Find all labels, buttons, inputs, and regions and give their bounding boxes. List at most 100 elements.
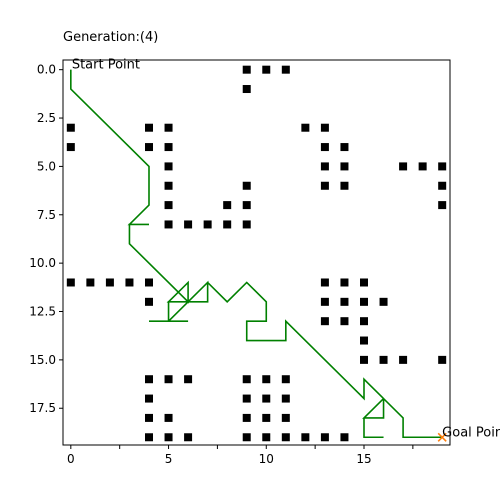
obstacle-60 (281, 375, 290, 384)
goal-point-label: Goal Point (442, 425, 500, 440)
obstacle-69 (281, 413, 290, 422)
obstacle-1 (262, 65, 271, 74)
obstacle-33 (242, 220, 251, 229)
obstacles-layer (66, 65, 447, 442)
obstacle-11 (164, 143, 173, 152)
obstacle-40 (340, 278, 349, 287)
obstacle-54 (438, 355, 447, 364)
obstacle-53 (399, 355, 408, 364)
obstacle-3 (242, 85, 251, 94)
obstacle-6 (164, 123, 173, 132)
obstacle-13 (340, 143, 349, 152)
y-tick-label-5: 12.5 (29, 305, 56, 319)
obstacle-39 (320, 278, 329, 287)
obstacle-74 (262, 433, 271, 442)
obstacle-4 (66, 123, 75, 132)
obstacle-28 (438, 201, 447, 210)
markers-layer (437, 432, 447, 442)
obstacle-52 (379, 355, 388, 364)
obstacle-66 (164, 413, 173, 422)
y-tick-label-4: 10.0 (29, 256, 56, 270)
y-tick-label-7: 17.5 (29, 401, 56, 415)
obstacle-18 (418, 162, 427, 171)
obstacle-35 (86, 278, 95, 287)
obstacle-48 (340, 317, 349, 326)
x-tick-label-2: 10 (259, 452, 274, 466)
path-layer (70, 69, 443, 439)
obstacle-36 (105, 278, 114, 287)
obstacle-19 (438, 162, 447, 171)
obstacle-9 (66, 143, 75, 152)
obstacle-56 (164, 375, 173, 384)
obstacle-43 (320, 297, 329, 306)
plot-frame (62, 59, 451, 446)
obstacle-16 (340, 162, 349, 171)
obstacle-72 (184, 433, 193, 442)
obstacle-31 (203, 220, 212, 229)
obstacle-27 (242, 201, 251, 210)
obstacle-21 (242, 181, 251, 190)
x-axis: 0 5 10 15 (67, 445, 414, 466)
obstacle-37 (125, 278, 134, 287)
x-tick-label-3: 15 (356, 452, 371, 466)
obstacle-78 (340, 433, 349, 442)
goal-marker (437, 432, 447, 442)
obstacle-17 (399, 162, 408, 171)
robot-path (70, 69, 443, 439)
obstacle-2 (281, 65, 290, 74)
x-tick-label-1: 5 (165, 452, 173, 466)
obstacle-73 (242, 433, 251, 442)
y-tick-label-0: 0.0 (37, 63, 56, 77)
obstacle-55 (145, 375, 153, 384)
annotations: Start Point Goal Point (72, 58, 500, 441)
y-tick-label-2: 5.0 (37, 159, 56, 173)
y-axis: 0.0 2.5 5.0 7.5 10.0 12.5 15.0 17.5 (29, 63, 63, 415)
obstacle-51 (360, 355, 368, 364)
obstacle-47 (320, 317, 329, 326)
obstacle-38 (145, 278, 153, 287)
obstacle-71 (164, 433, 173, 442)
y-tick-label-1: 2.5 (37, 111, 56, 125)
obstacle-14 (164, 162, 173, 171)
obstacle-29 (164, 220, 173, 229)
obstacle-70 (145, 433, 153, 442)
obstacle-23 (340, 181, 349, 190)
obstacle-57 (184, 375, 193, 384)
obstacle-15 (320, 162, 329, 171)
y-tick-label-3: 7.5 (37, 208, 56, 222)
obstacle-75 (281, 433, 290, 442)
x-tick-label-0: 0 (67, 452, 75, 466)
start-point-label: Start Point (72, 58, 140, 73)
obstacle-32 (223, 220, 232, 229)
obstacle-26 (223, 201, 232, 210)
obstacle-63 (262, 394, 271, 403)
obstacle-12 (320, 143, 329, 152)
obstacle-8 (320, 123, 329, 132)
obstacle-20 (164, 181, 173, 190)
obstacle-10 (145, 143, 153, 152)
obstacle-76 (301, 433, 310, 442)
obstacle-65 (145, 413, 153, 422)
chart-title: Generation:(4) (63, 30, 158, 45)
obstacle-34 (66, 278, 75, 287)
y-tick-label-6: 15.0 (29, 353, 56, 367)
obstacle-61 (145, 394, 153, 403)
obstacle-62 (242, 394, 251, 403)
obstacle-5 (145, 123, 153, 132)
obstacle-24 (438, 181, 447, 190)
obstacle-41 (360, 278, 368, 287)
obstacle-49 (360, 317, 368, 326)
obstacle-22 (320, 181, 329, 190)
obstacle-42 (145, 297, 153, 306)
obstacle-30 (184, 220, 193, 229)
obstacle-59 (262, 375, 271, 384)
obstacle-67 (242, 413, 251, 422)
obstacle-0 (242, 65, 251, 74)
obstacle-45 (360, 297, 368, 306)
obstacle-44 (340, 297, 349, 306)
obstacle-77 (320, 433, 329, 442)
obstacle-25 (164, 201, 173, 210)
obstacle-58 (242, 375, 251, 384)
obstacle-46 (379, 297, 388, 306)
